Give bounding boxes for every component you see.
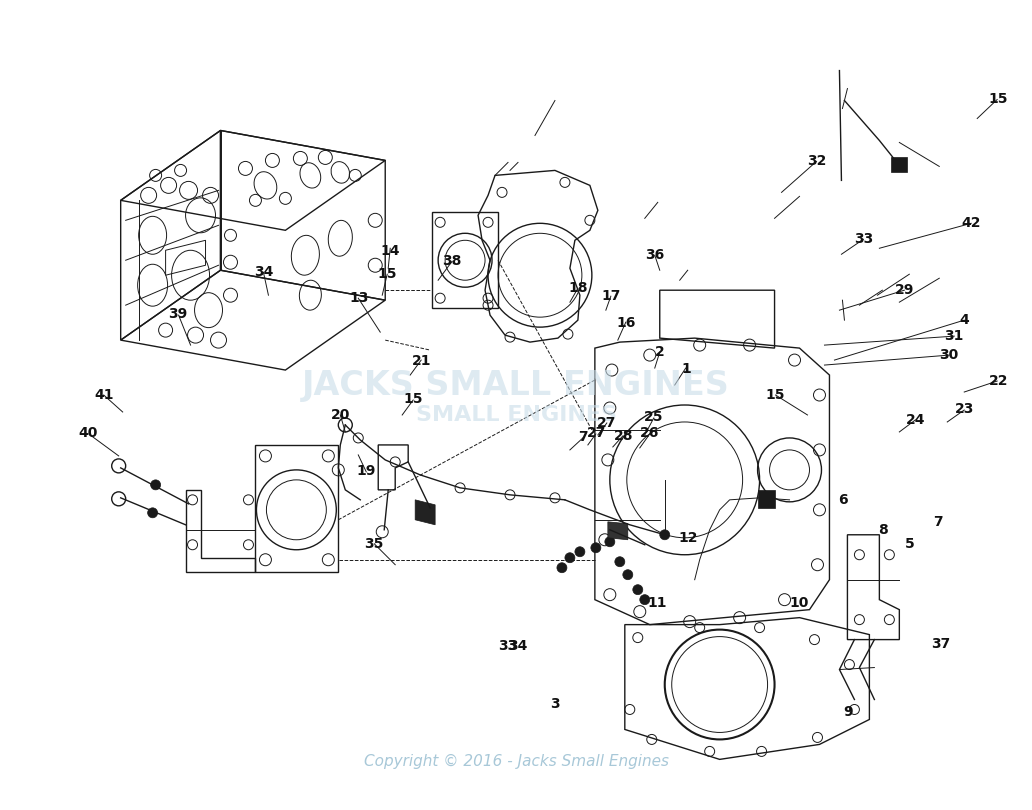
Text: 29: 29: [895, 284, 914, 297]
Text: 12: 12: [678, 531, 698, 545]
Circle shape: [148, 508, 158, 518]
Text: 8: 8: [878, 523, 888, 537]
Text: 39: 39: [168, 308, 188, 322]
Circle shape: [557, 563, 567, 573]
Text: 38: 38: [443, 254, 461, 268]
Text: 7: 7: [578, 430, 588, 445]
Text: 6: 6: [838, 493, 847, 507]
Text: 27: 27: [596, 416, 616, 430]
Text: 37: 37: [931, 637, 950, 650]
Text: 26: 26: [640, 426, 659, 441]
Circle shape: [605, 537, 615, 547]
Text: 2: 2: [655, 345, 665, 360]
Text: 41: 41: [94, 388, 114, 403]
Text: 27: 27: [586, 426, 606, 441]
Text: 33: 33: [498, 639, 517, 653]
Circle shape: [659, 530, 670, 539]
Text: 30: 30: [939, 347, 959, 362]
Text: 21: 21: [412, 353, 431, 368]
Text: JACKS SMALL ENGINES: JACKS SMALL ENGINES: [302, 369, 730, 402]
Text: 20: 20: [331, 407, 351, 422]
Text: 10: 10: [789, 596, 809, 610]
Text: 28: 28: [613, 428, 633, 443]
Text: 33: 33: [854, 232, 874, 246]
Text: 3: 3: [550, 697, 560, 711]
Text: 15: 15: [766, 388, 785, 403]
Polygon shape: [892, 157, 907, 173]
Circle shape: [623, 569, 633, 580]
Text: 36: 36: [645, 249, 665, 262]
Text: 19: 19: [357, 464, 377, 479]
Polygon shape: [608, 522, 627, 539]
Text: 5: 5: [905, 537, 914, 551]
Text: 34: 34: [254, 265, 273, 279]
Circle shape: [591, 543, 601, 552]
Polygon shape: [415, 500, 436, 525]
Polygon shape: [757, 490, 775, 508]
Circle shape: [633, 585, 643, 595]
Text: 16: 16: [616, 316, 636, 330]
Circle shape: [575, 547, 585, 556]
Text: 14: 14: [381, 245, 400, 258]
Circle shape: [615, 556, 624, 567]
Text: 1: 1: [681, 361, 690, 376]
Text: 25: 25: [644, 410, 664, 424]
Text: 34: 34: [509, 639, 527, 653]
Text: 11: 11: [647, 596, 667, 610]
Text: 17: 17: [601, 289, 620, 303]
Text: 40: 40: [78, 426, 98, 441]
Text: SMALL ENGINES: SMALL ENGINES: [416, 405, 616, 425]
Text: 31: 31: [944, 330, 964, 343]
Text: 22: 22: [989, 373, 1008, 388]
Text: Copyright © 2016 - Jacks Small Engines: Copyright © 2016 - Jacks Small Engines: [363, 754, 669, 769]
Text: 7: 7: [934, 515, 943, 529]
Text: 15: 15: [378, 267, 397, 281]
Text: 18: 18: [568, 281, 587, 295]
Text: 13: 13: [350, 292, 369, 305]
Text: 15: 15: [404, 391, 423, 406]
Circle shape: [151, 480, 161, 490]
Text: 35: 35: [364, 537, 384, 551]
Text: 4: 4: [960, 313, 969, 327]
Text: 24: 24: [906, 412, 926, 427]
Text: 9: 9: [843, 706, 852, 719]
Circle shape: [640, 595, 650, 604]
Text: 42: 42: [962, 216, 981, 230]
Text: 32: 32: [807, 154, 827, 168]
Circle shape: [565, 552, 575, 563]
Text: 15: 15: [989, 92, 1008, 106]
Text: 23: 23: [955, 402, 974, 416]
